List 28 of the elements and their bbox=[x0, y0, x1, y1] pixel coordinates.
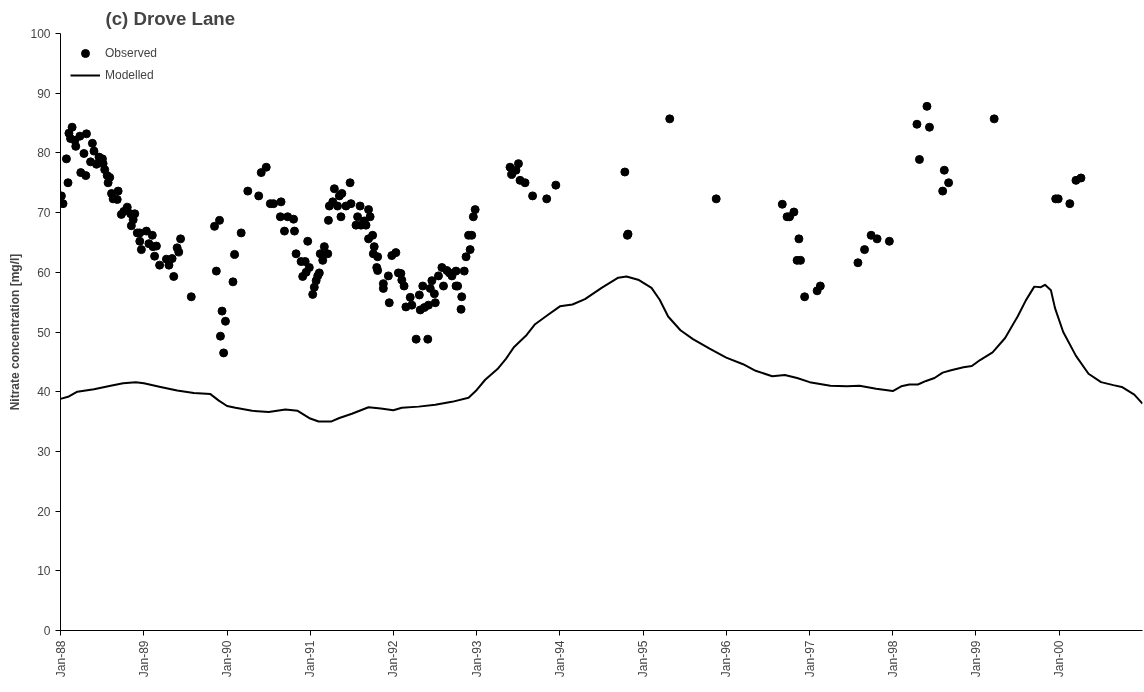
x-tick-label: Jan-95 bbox=[636, 640, 651, 678]
x-tick-label: Jan-88 bbox=[53, 640, 68, 678]
legend-label: Modelled bbox=[105, 68, 154, 82]
y-tick-label: 10 bbox=[37, 564, 51, 579]
legend-label: Observed bbox=[105, 46, 158, 60]
y-tick-label: 80 bbox=[37, 146, 51, 161]
x-tick-label: Jan-89 bbox=[136, 640, 151, 678]
x-tick-label: Jan-96 bbox=[719, 640, 734, 678]
y-tick-label: 60 bbox=[37, 265, 51, 280]
x-tick-label: Jan-92 bbox=[386, 640, 401, 678]
y-tick-label: 0 bbox=[43, 624, 51, 638]
x-tick-label: Jan-90 bbox=[220, 640, 235, 678]
y-tick-label: 20 bbox=[37, 504, 51, 519]
y-tick-label: 90 bbox=[37, 86, 51, 101]
y-tick-label: 50 bbox=[37, 325, 51, 340]
chart-title: (c) Drove Lane bbox=[105, 7, 236, 29]
x-tick-label: Jan-99 bbox=[968, 640, 983, 678]
x-tick-label: Jan-00 bbox=[1052, 640, 1067, 678]
x-tick-label: Jan-97 bbox=[802, 640, 817, 678]
x-tick-label: Jan-93 bbox=[469, 640, 484, 678]
y-tick-label: 70 bbox=[37, 206, 51, 221]
y-axis-title: Nitrate concentration [mg/l] bbox=[8, 253, 23, 411]
x-tick-label: Jan-91 bbox=[303, 640, 318, 678]
x-tick-label: Jan-94 bbox=[552, 640, 567, 678]
y-tick-label: 30 bbox=[37, 444, 51, 459]
y-tick-label: 40 bbox=[37, 385, 51, 400]
x-tick-label: Jan-98 bbox=[885, 640, 900, 678]
y-tick-label: 100 bbox=[30, 27, 51, 41]
